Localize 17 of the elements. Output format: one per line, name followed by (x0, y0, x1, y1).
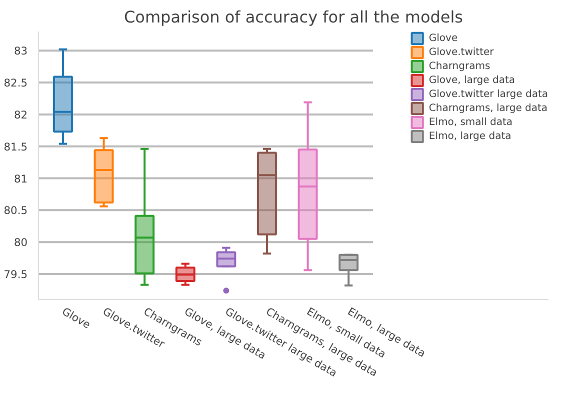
y-tick-label: 82 (14, 108, 28, 122)
legend-label: Elmo, small data (428, 116, 513, 129)
legend-label: Glove.twitter large data (428, 88, 548, 101)
y-tick-label: 79.5 (4, 268, 28, 281)
legend-label: Elmo, large data (428, 130, 512, 143)
legend-label: Charngrams, large data (428, 102, 548, 115)
legend-label: Charngrams (428, 60, 490, 73)
legend-label: Glove.twitter (428, 46, 494, 59)
y-tick-label: 81 (14, 172, 28, 186)
chart-title: Comparison of accuracy for all the models (124, 8, 464, 26)
y-tick-label: 82.5 (4, 76, 28, 90)
y-tick-label: 81.5 (4, 140, 28, 154)
y-tick-label: 80.5 (4, 204, 28, 218)
y-tick-label: 80 (14, 236, 28, 250)
legend-label: Glove, large data (428, 74, 516, 87)
y-tick-label: 83 (14, 44, 28, 58)
legend-label: Glove (428, 32, 458, 45)
